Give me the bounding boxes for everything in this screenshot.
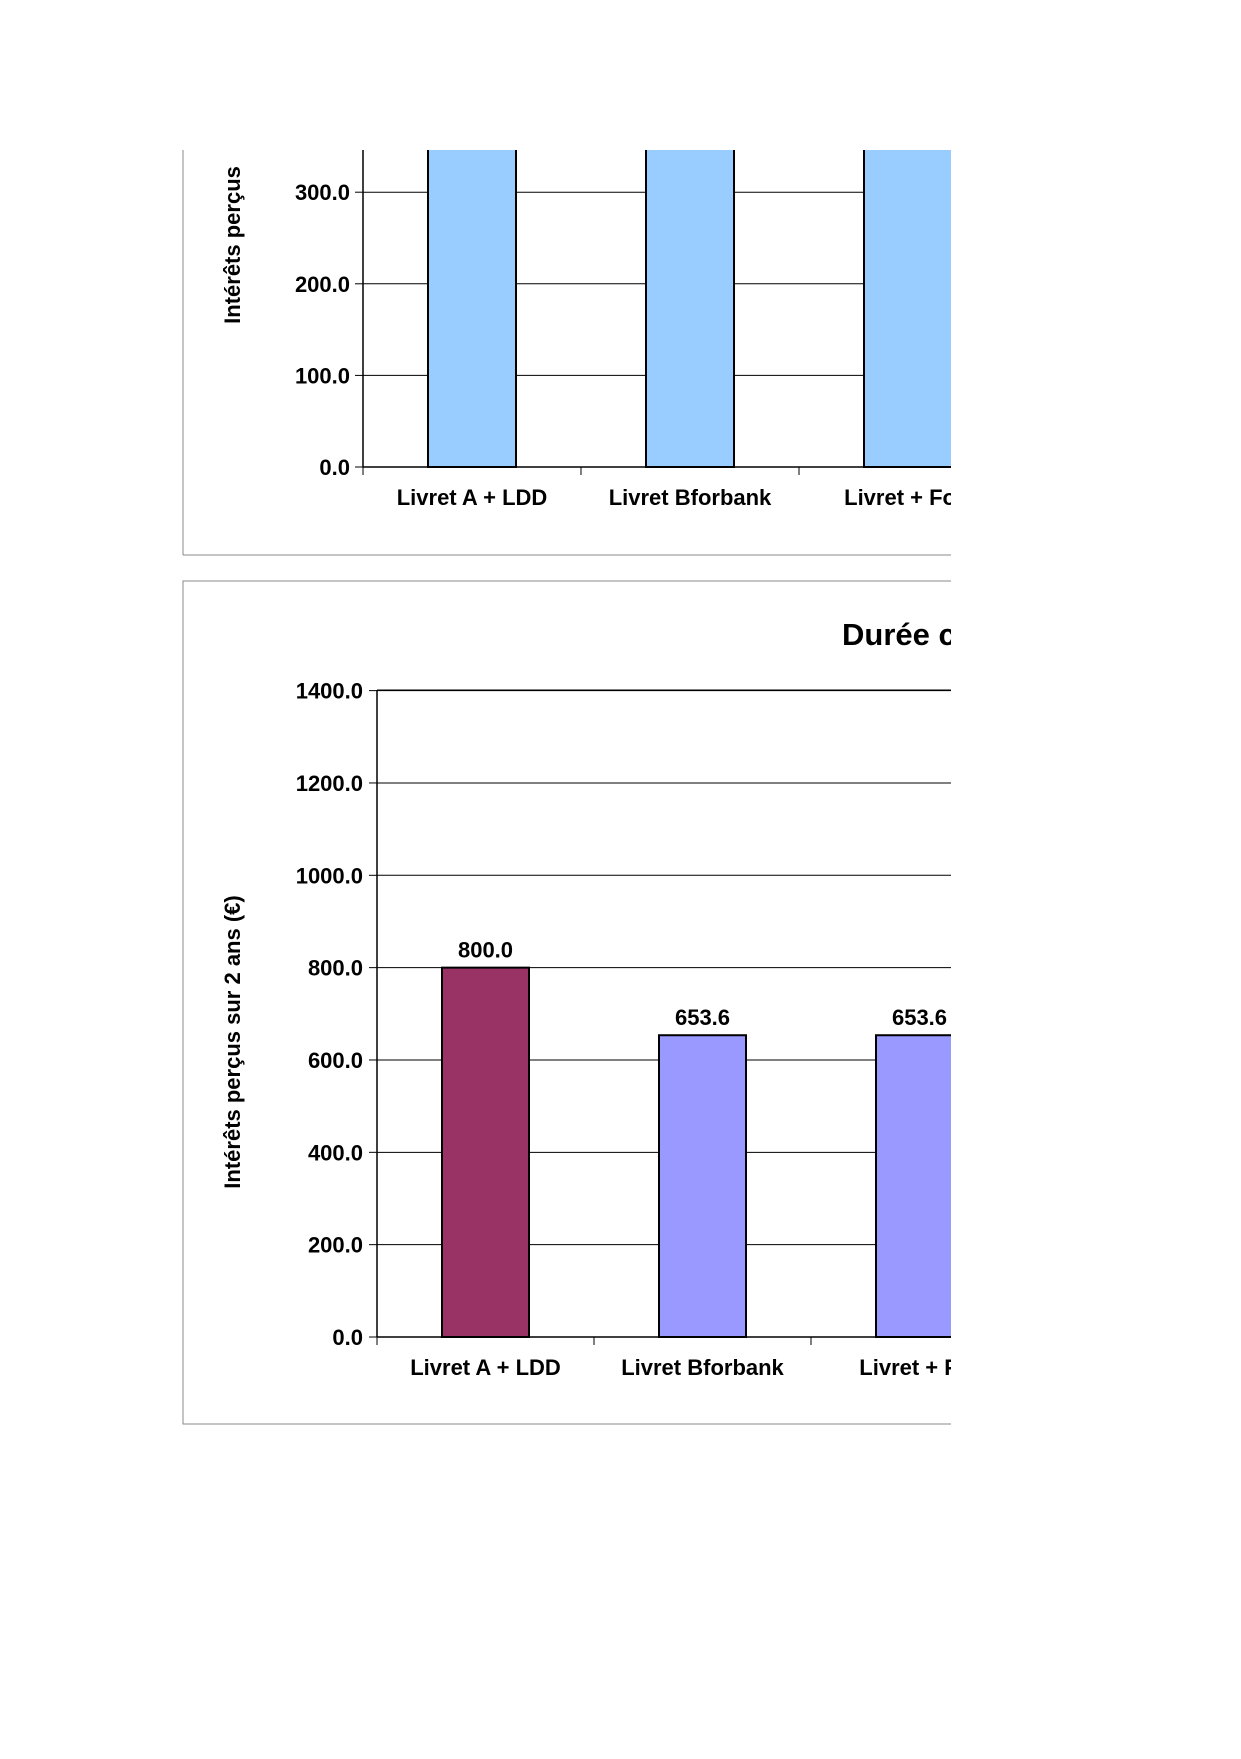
y-tick-label: 100.0 [295, 363, 350, 388]
chart-2-axes [369, 689, 951, 1345]
y-tick-label: 600.0 [308, 1048, 363, 1073]
chart-2-frame [182, 580, 951, 1425]
bar [658, 1034, 747, 1339]
chart-1-y-axis-label: Intérêts perçus [220, 166, 245, 324]
x-tick-label: Livret + Fort [844, 485, 972, 510]
x-tick-label: Livret Bforbank [609, 485, 772, 510]
chart-2: Durée c 800.0 653.6 653.6 0.0 200.0 400.0 600… [182, 580, 980, 1425]
x-tick-label: Livret A + LDD [397, 485, 548, 510]
y-tick-label: 1000.0 [296, 863, 363, 888]
y-tick-label: 1400.0 [296, 679, 363, 704]
y-tick-label: 1200.0 [296, 771, 363, 796]
chart-2-data-labels: 800.0 653.6 653.6 [458, 938, 947, 1031]
y-tick-label: 200.0 [308, 1233, 363, 1258]
bar [863, 150, 951, 468]
y-tick-label: 0.0 [332, 1325, 363, 1350]
x-tick-label: Livret Bforbank [621, 1355, 784, 1380]
data-label: 800.0 [458, 938, 513, 963]
x-tick-label: Livret + For [859, 1355, 980, 1380]
chart-2-x-tick-labels: Livret A + LDD Livret Bforbank Livret + Fo… [410, 1355, 980, 1380]
bar [427, 150, 517, 468]
chart-1-y-tick-labels: 0.0 100.0 200.0 300.0 [295, 180, 350, 480]
chart-1-x-tick-labels: Livret A + LDD Livret Bforbank Livret + Fo… [397, 485, 972, 510]
data-label: 653.6 [675, 1005, 730, 1030]
y-tick-label: 200.0 [295, 272, 350, 297]
x-tick-label: Livret A + LDD [410, 1355, 561, 1380]
bar [875, 1034, 951, 1339]
y-tick-label: 0.0 [319, 455, 350, 480]
y-tick-label: 800.0 [308, 956, 363, 981]
chart-1-bars [427, 150, 951, 468]
chart-2-title: Durée c [842, 617, 956, 652]
bar [441, 966, 530, 1338]
chart-2-bars [441, 966, 951, 1339]
y-tick-label: 400.0 [308, 1140, 363, 1165]
chart-2-y-axis-label: Intérêts perçus sur 2 ans (€) [220, 895, 245, 1188]
data-label: 653.6 [892, 1005, 947, 1030]
bar [645, 150, 735, 468]
chart-2-y-tick-labels: 0.0 200.0 400.0 600.0 800.0 1000.0 1200.0 1400.… [296, 679, 363, 1350]
y-tick-label: 300.0 [295, 180, 350, 205]
chart-1-axes [355, 150, 951, 475]
